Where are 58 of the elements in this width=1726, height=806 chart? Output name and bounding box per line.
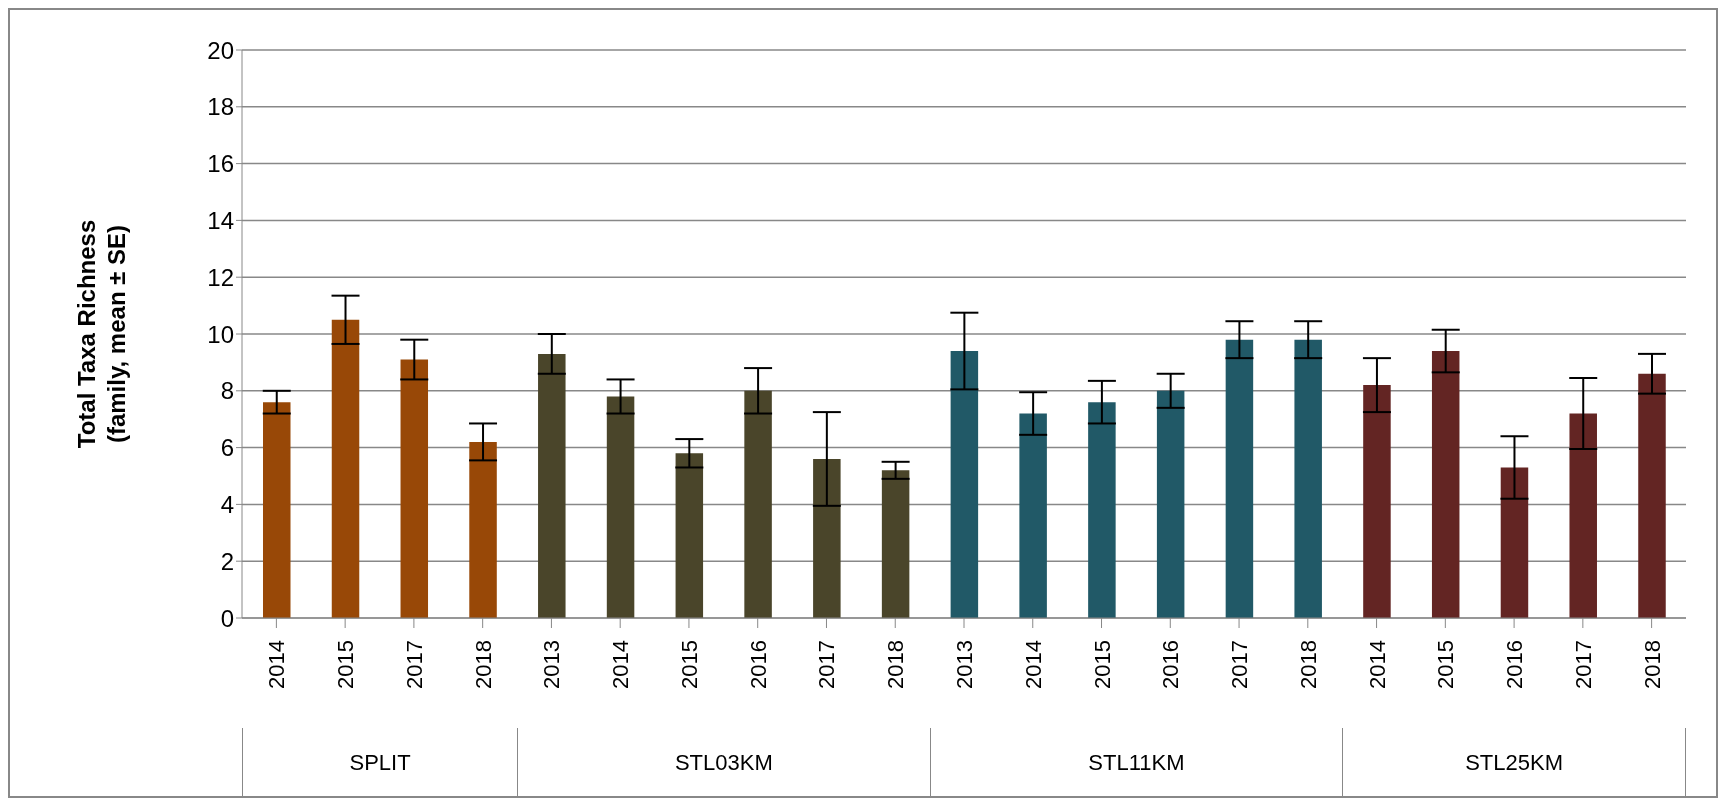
bar xyxy=(1225,339,1254,618)
x-tick-label: 2014 xyxy=(264,640,290,689)
bar xyxy=(1294,339,1322,618)
bar xyxy=(331,319,360,618)
bar xyxy=(813,458,841,618)
x-tick-label: 2014 xyxy=(1020,640,1046,689)
x-tick-label: 2013 xyxy=(539,640,565,689)
x-tick-label: 2016 xyxy=(745,640,771,689)
text: STL25KM xyxy=(1342,728,1686,798)
y-tick-label: 2 xyxy=(220,547,234,575)
y-axis-title: Total Taxa Richness (family, mean ± SE) xyxy=(73,219,130,449)
y-tick-label: 10 xyxy=(207,320,234,348)
bar xyxy=(400,359,429,618)
bar xyxy=(950,351,979,618)
x-tick-label: 2015 xyxy=(1433,640,1459,689)
y-tick-label: 16 xyxy=(207,150,234,178)
y-tick-label: 20 xyxy=(207,36,234,64)
x-tick-label: 2015 xyxy=(1089,640,1115,689)
y-tick-label: 6 xyxy=(220,434,234,462)
bar xyxy=(1638,373,1666,618)
x-tick-label: 2017 xyxy=(1227,640,1253,689)
bar xyxy=(1363,385,1391,618)
x-tick-label: 2014 xyxy=(608,640,634,689)
bar xyxy=(1019,413,1047,618)
bar xyxy=(469,441,497,618)
x-tick-label: 2018 xyxy=(883,640,909,689)
bar xyxy=(606,396,635,618)
x-tick-label: 2013 xyxy=(952,640,977,689)
bar xyxy=(1156,390,1185,618)
text: STL03KM xyxy=(517,728,930,798)
y-tick-label: 8 xyxy=(220,377,234,405)
x-tick-label: 2018 xyxy=(1639,640,1665,689)
x-tick-label: 2016 xyxy=(1158,640,1184,689)
bar xyxy=(1088,402,1116,618)
x-tick-label: 2015 xyxy=(676,640,702,689)
x-tick-label: 2017 xyxy=(1570,640,1596,689)
x-tick-label: 2018 xyxy=(1295,640,1321,689)
x-tick-label: 2016 xyxy=(1502,640,1528,689)
x-tick-label: 2015 xyxy=(333,640,359,689)
bar xyxy=(744,390,772,618)
bar xyxy=(1569,413,1597,618)
y-tick-label: 18 xyxy=(207,93,234,121)
y-tick-label: 14 xyxy=(207,206,234,234)
y-tick-label: 0 xyxy=(220,604,234,632)
x-tick-label: 2017 xyxy=(401,640,427,689)
text: STL11KM xyxy=(929,728,1343,798)
bar xyxy=(1431,351,1460,618)
x-tick-label: 2017 xyxy=(814,640,840,689)
bar xyxy=(881,470,910,618)
y-tick-label: 4 xyxy=(220,490,234,518)
bar xyxy=(675,453,704,618)
x-tick-label: 2018 xyxy=(470,640,496,689)
bar xyxy=(538,353,566,618)
y-tick-label: 12 xyxy=(207,263,234,291)
text: SPLIT xyxy=(242,728,518,798)
x-tick-label: 2014 xyxy=(1364,640,1390,689)
bar xyxy=(1500,467,1529,618)
bar xyxy=(263,402,291,618)
